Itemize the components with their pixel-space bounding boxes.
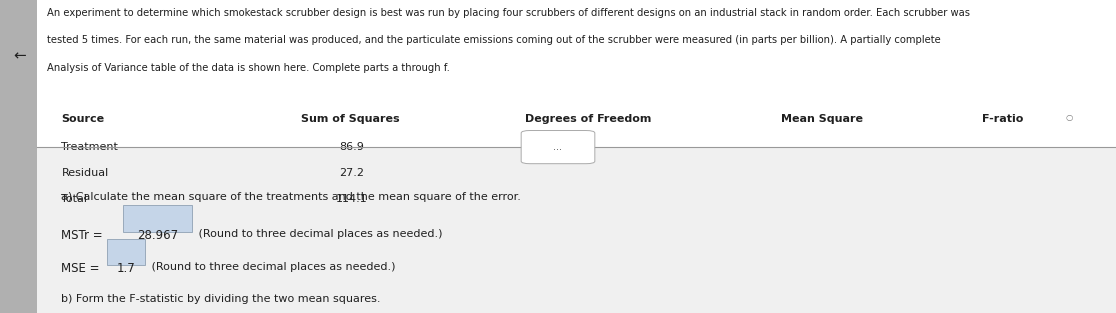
Text: Total: Total	[61, 194, 87, 204]
Text: b) Form the F-statistic by dividing the two mean squares.: b) Form the F-statistic by dividing the …	[61, 294, 381, 304]
Text: Residual: Residual	[61, 168, 108, 178]
Text: MSTr =: MSTr =	[61, 229, 107, 242]
Text: ←: ←	[13, 49, 27, 64]
Text: 27.2: 27.2	[339, 168, 364, 178]
Text: Treatment: Treatment	[61, 142, 118, 152]
Text: F-ratio: F-ratio	[982, 114, 1023, 124]
Text: a) Calculate the mean square of the treatments and the mean square of the error.: a) Calculate the mean square of the trea…	[61, 192, 521, 203]
Text: Sum of Squares: Sum of Squares	[301, 114, 400, 124]
Text: (Round to three decimal places as needed.): (Round to three decimal places as needed…	[148, 262, 396, 272]
Text: ○: ○	[1066, 113, 1072, 122]
FancyBboxPatch shape	[521, 131, 595, 164]
FancyBboxPatch shape	[123, 205, 192, 232]
FancyBboxPatch shape	[37, 147, 1116, 313]
Text: ...: ...	[554, 142, 562, 152]
Text: 1.7: 1.7	[117, 262, 135, 275]
Text: Mean Square: Mean Square	[781, 114, 863, 124]
Text: tested 5 times. For each run, the same material was produced, and the particulat: tested 5 times. For each run, the same m…	[47, 35, 941, 45]
Text: 114.1: 114.1	[336, 194, 367, 204]
Text: Analysis of Variance table of the data is shown here. Complete parts a through f: Analysis of Variance table of the data i…	[47, 63, 450, 73]
FancyBboxPatch shape	[107, 239, 145, 265]
Text: An experiment to determine which smokestack scrubber design is best was run by p: An experiment to determine which smokest…	[47, 8, 970, 18]
Text: MSE =: MSE =	[61, 262, 104, 275]
Text: 86.9: 86.9	[339, 142, 364, 152]
Text: Source: Source	[61, 114, 105, 124]
Text: 28.967: 28.967	[137, 229, 177, 242]
FancyBboxPatch shape	[37, 0, 1116, 147]
Text: Degrees of Freedom: Degrees of Freedom	[525, 114, 651, 124]
Text: (Round to three decimal places as needed.): (Round to three decimal places as needed…	[195, 229, 443, 239]
